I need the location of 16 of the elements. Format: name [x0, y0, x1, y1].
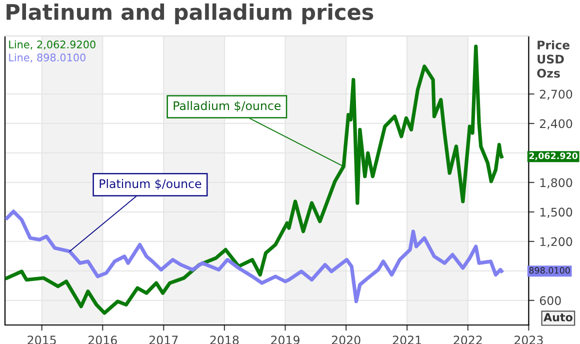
y-tick-label: 1,500 — [540, 208, 572, 218]
y-tick-label: 600 — [540, 296, 561, 306]
y-axis-title: Price USD Ozs — [537, 40, 570, 78]
annotation: Palladium $/ounce — [174, 101, 281, 112]
text: 898.0100 — [529, 267, 570, 274]
y-tick-label: 2,700 — [540, 90, 572, 100]
y-tick-label: 1,800 — [540, 178, 572, 188]
annotation: Platinum $/ounce — [100, 178, 202, 190]
annotation: Line, 2,062.9200 — [9, 40, 96, 50]
y-tick-label: 1,200 — [540, 237, 572, 248]
line-series — [5, 210, 504, 304]
chart-title: Platinum and palladium prices — [6, 3, 374, 24]
text: 2,062.920 — [529, 152, 578, 160]
y-tick-label: 2,400 — [540, 119, 572, 130]
text: Auto — [544, 313, 572, 322]
annotation: Line, 898.0100 — [9, 53, 86, 62]
